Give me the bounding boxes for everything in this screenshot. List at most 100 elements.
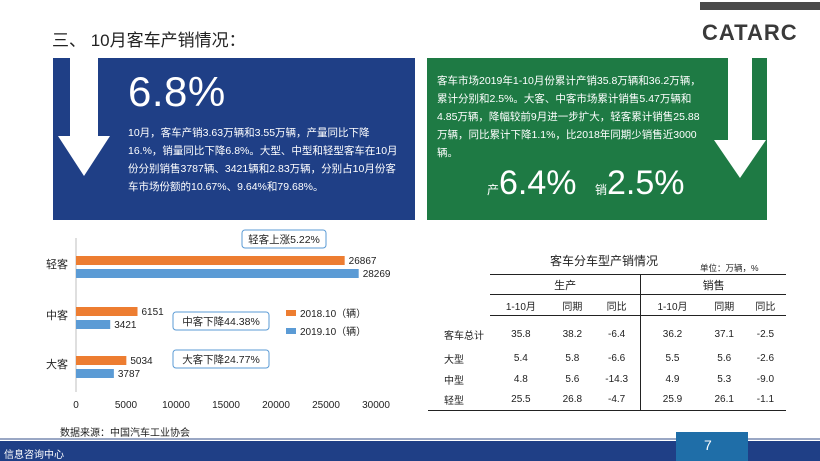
row-label: 轻型	[428, 389, 490, 411]
x-tick-label: 0	[73, 400, 79, 411]
footer-department: 信息咨询中心	[4, 450, 64, 461]
table-group-header-row: 生产 销售	[428, 274, 786, 295]
bar-2018	[76, 256, 345, 265]
table-cell: 5.3	[717, 373, 732, 385]
table-corner-cell	[428, 275, 490, 295]
table-cell: 25.5	[490, 389, 552, 411]
sales-decline-value: 2.5%	[606, 164, 685, 202]
column-header: 同比	[744, 294, 786, 316]
bar-2018	[76, 307, 138, 316]
legend-label: 2019.10（辆）	[300, 325, 366, 338]
legend-swatch	[286, 310, 296, 316]
table-cell: 5.4	[513, 352, 528, 364]
annotation-text: 中客下降44.38%	[182, 315, 260, 328]
x-tick-label: 10000	[162, 400, 190, 411]
table-cell: -4.7	[592, 389, 641, 411]
table-corner-cell	[428, 295, 490, 316]
monthly-summary-panel	[53, 58, 415, 220]
production-decline-value: 6.4%	[499, 164, 577, 202]
cumulative-summary-panel	[427, 58, 767, 220]
header-accent-bar	[700, 2, 820, 10]
table-cell: -1.1	[744, 389, 786, 411]
table-cell: -2.6	[756, 352, 775, 364]
table-cell: -6.4	[608, 329, 626, 341]
table-sub-header-row: 1-10月 同期 同比 1-10月 同期 同比	[428, 294, 786, 316]
bar-2018	[76, 356, 127, 365]
data-label: 3421	[114, 320, 137, 331]
x-tick-label: 25000	[312, 400, 340, 411]
annotation-text: 轻客上涨5.22%	[248, 233, 320, 246]
table-cell: 38.2	[562, 329, 583, 341]
annotation-box	[172, 311, 270, 331]
row-label: 客车总计	[444, 331, 484, 342]
page-number: 7	[704, 437, 712, 453]
group-header-production: 生产	[490, 274, 641, 295]
monthly-sales-decline-value: 6.8%	[128, 68, 226, 115]
table-cell: 26.8	[551, 389, 593, 411]
category-label: 轻客	[46, 257, 68, 271]
table-row: 大型 5.4 5.8 -6.6 5.5 5.6 -2.6	[428, 347, 786, 369]
table-cell: 25.9	[640, 389, 704, 411]
table-cell: 4.9	[640, 368, 704, 390]
annotation-text: 大客下降24.77%	[182, 353, 260, 366]
row-label: 大型	[444, 354, 464, 366]
group-header-sales: 销售	[640, 274, 786, 295]
data-label: 3787	[118, 369, 141, 380]
annotation-box	[172, 349, 270, 369]
legend-swatch	[286, 328, 296, 334]
x-tick-label: 30000	[362, 400, 390, 411]
production-label: 产	[487, 183, 500, 197]
table-title: 客车分车型产销情况	[550, 254, 659, 268]
x-tick-label: 15000	[212, 400, 240, 411]
table-cell: -2.5	[756, 329, 775, 341]
category-label: 中客	[46, 308, 68, 322]
sales-label: 销	[594, 183, 607, 197]
column-header: 1-10月	[490, 294, 552, 316]
page-number-tab	[676, 432, 748, 461]
annotation-box	[241, 229, 327, 249]
data-label: 28269	[363, 269, 391, 280]
data-label: 26867	[349, 256, 377, 267]
table-cell: 5.8	[565, 352, 580, 364]
bar-2019	[76, 369, 114, 378]
data-source-note: 数据来源：中国汽车工业协会	[60, 428, 190, 439]
footer-bar	[0, 441, 820, 461]
table-cell: 35.8	[511, 329, 531, 341]
column-header: 同期	[551, 294, 593, 316]
svg-text:CATARC: CATARC	[702, 20, 798, 44]
table-cell: -14.3	[605, 373, 629, 385]
bar-2019	[76, 269, 359, 278]
row-label: 中型	[444, 375, 464, 387]
data-label: 5034	[130, 356, 153, 367]
table-cell: -6.6	[608, 352, 626, 364]
column-header: 同期	[703, 294, 745, 316]
column-header: 同比	[592, 294, 641, 316]
table-cell: 5.6	[565, 373, 580, 385]
bar-2019	[76, 320, 111, 329]
catarc-logo: CATARC	[702, 20, 798, 44]
sales-bar-chart: 轻客 26867 28269 中客 6151 3421 大客 5034 3787 0 5000 100…	[46, 229, 391, 411]
table-row: 中型 4.8 5.6 -14.3 4.9 5.3 -9.0	[428, 368, 786, 390]
table-cell: 5.5	[640, 347, 704, 369]
monthly-summary-text: 10月，客车产销3.63万辆和3.55万辆，产量同比下降16.%，销量同比下降6…	[128, 127, 398, 193]
table-cell: 36.2	[640, 315, 704, 348]
cumulative-summary-text: 客车市场2019年1-10月份累计产销35.8万辆和36.2万辆，累计分别和2.…	[437, 75, 701, 159]
table-row: 客车总计 35.8 38.2 -6.4 36.2 37.1 -2.5	[428, 315, 786, 348]
column-header: 1-10月	[640, 294, 704, 316]
down-arrow-icon	[714, 58, 766, 178]
cumulative-decline-stats: 产6.4% 销2.5%	[487, 164, 684, 203]
slide-heading: 三、 10月客车产销情况：	[52, 31, 246, 50]
legend-label: 2018.10（辆）	[300, 307, 366, 320]
table-cell: 4.8	[513, 373, 528, 385]
table-cell: 26.1	[703, 389, 745, 411]
footer-divider	[0, 438, 820, 440]
table-cell: -9.0	[756, 373, 775, 385]
table-row: 轻型 25.5 26.8 -4.7 25.9 26.1 -1.1	[428, 389, 786, 411]
x-tick-label: 5000	[115, 400, 138, 411]
table-cell: 37.1	[714, 329, 734, 341]
production-sales-table: 生产 销售 1-10月 同期 同比 1-10月 同期 同比 客车总计 35.8 …	[428, 274, 786, 411]
down-arrow-icon	[58, 58, 110, 176]
table-unit: 单位：万辆，%	[700, 263, 759, 273]
category-label: 大客	[46, 357, 68, 371]
table-cell: 5.6	[717, 352, 732, 364]
